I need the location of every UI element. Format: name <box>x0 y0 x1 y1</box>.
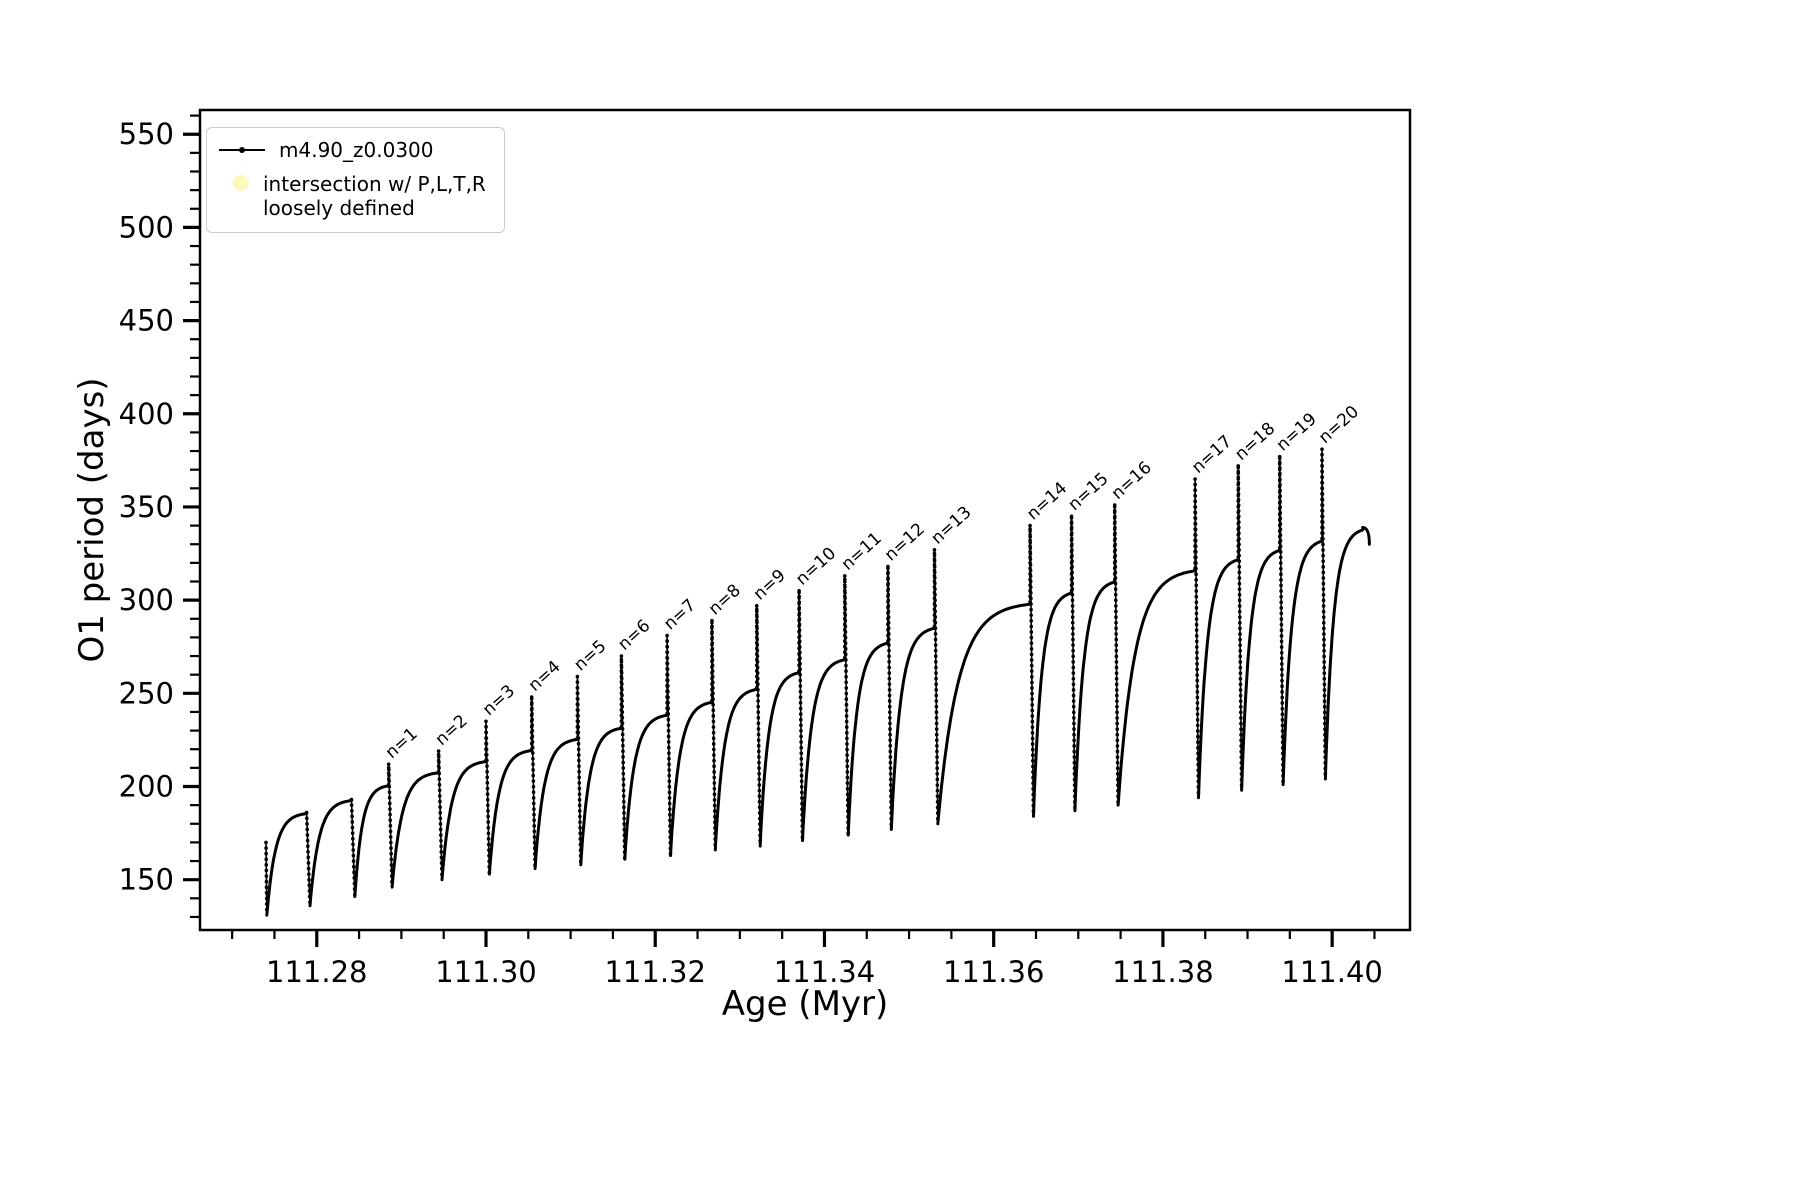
series-pulse-drop-markers <box>264 447 1328 917</box>
y-tick-label: 500 <box>119 210 174 244</box>
legend-intersection-line2: loosely defined <box>263 196 415 220</box>
x-axis-label: Age (Myr) <box>721 984 889 1024</box>
pulse-label: n=17 <box>1188 432 1236 478</box>
pulse-label: n=10 <box>792 543 840 589</box>
pulse-label: n=15 <box>1065 469 1113 515</box>
y-axis-label: O1 period (days) <box>72 377 112 663</box>
pulse-label: n=1 <box>382 724 422 763</box>
pulse-label: n=11 <box>838 529 886 575</box>
plot-frame <box>198 108 1412 932</box>
y-tick-label: 200 <box>119 770 174 804</box>
y-tick-label: 350 <box>119 490 174 524</box>
y-tick-label: 150 <box>119 863 174 897</box>
y-tick-label: 450 <box>119 304 174 338</box>
intersection-marker-icon <box>233 175 249 191</box>
series-pulse-drops <box>265 449 1327 916</box>
pulse-label: n=12 <box>881 519 929 565</box>
x-tick-label: 111.40 <box>1281 955 1382 989</box>
x-tick-label: 111.38 <box>1112 955 1213 989</box>
x-tick-label: 111.34 <box>774 955 875 989</box>
pulse-label: n=6 <box>614 616 654 655</box>
x-tick-label: 111.32 <box>604 955 705 989</box>
pulse-label: n=19 <box>1273 409 1321 455</box>
x-tick-label: 111.30 <box>435 955 536 989</box>
legend-item-series: m4.90_z0.0300 <box>219 138 486 162</box>
legend-intersection-label: intersection w/ P,L,T,R loosely defined <box>263 172 486 220</box>
x-tick-label: 111.28 <box>266 955 367 989</box>
legend-intersection-line1: intersection w/ P,L,T,R <box>263 172 486 196</box>
pulse-label: n=4 <box>525 657 565 696</box>
pulse-label: n=18 <box>1231 419 1279 465</box>
pulse-label: n=7 <box>660 595 700 634</box>
pulse-label: n=13 <box>927 502 975 548</box>
pulse-label: n=5 <box>570 636 610 675</box>
series-line <box>265 525 1371 917</box>
pulse-label: n=20 <box>1315 402 1363 448</box>
y-tick-label: 550 <box>119 117 174 151</box>
line-dot-marker-icon <box>219 147 265 153</box>
y-tick-label: 250 <box>119 676 174 710</box>
legend: m4.90_z0.0300 intersection w/ P,L,T,R lo… <box>206 127 505 233</box>
legend-item-intersection: intersection w/ P,L,T,R loosely defined <box>219 172 486 220</box>
legend-series-label: m4.90_z0.0300 <box>279 138 434 162</box>
x-tick-label: 111.36 <box>943 955 1044 989</box>
y-tick-label: 300 <box>119 583 174 617</box>
pulse-label: n=16 <box>1108 458 1156 504</box>
pulse-label: n=14 <box>1023 478 1071 524</box>
y-tick-label: 400 <box>119 397 174 431</box>
pulse-label: n=9 <box>750 566 790 605</box>
pulse-label: n=2 <box>432 711 472 750</box>
pulse-label: n=8 <box>705 581 745 620</box>
pulse-label: n=3 <box>479 681 519 720</box>
